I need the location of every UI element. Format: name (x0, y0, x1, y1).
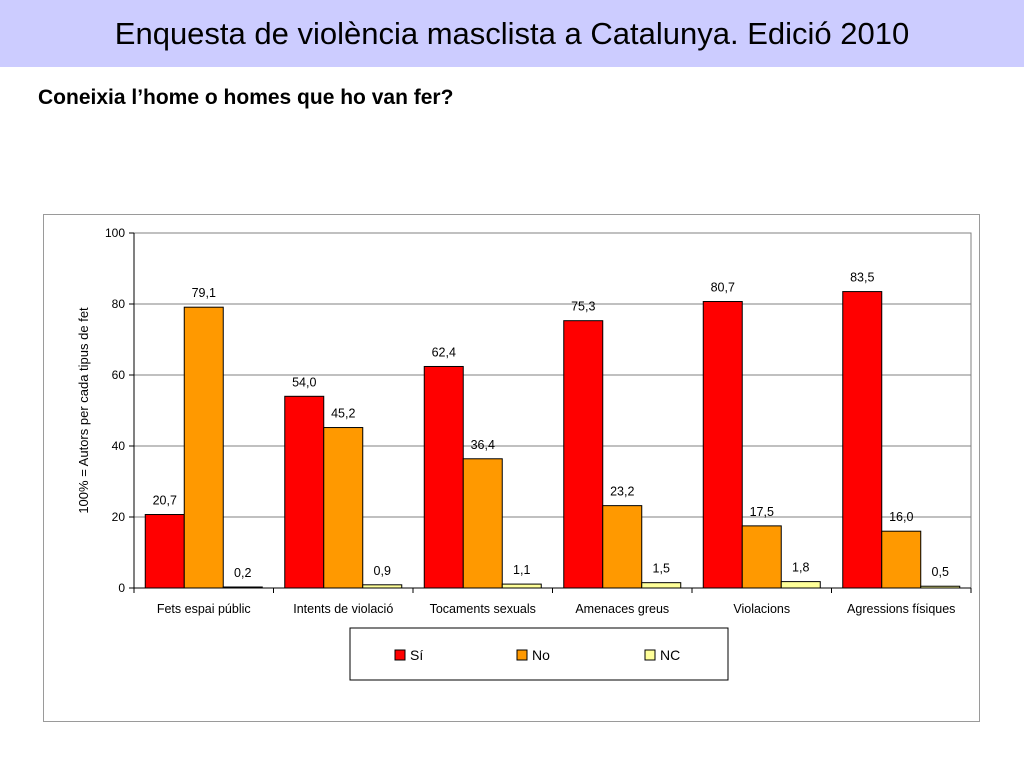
bar-nc (501, 583, 542, 589)
chart-question: Coneixia l’home o homes que ho van fer? (38, 86, 454, 109)
data-label: 1,1 (513, 563, 530, 577)
bar-sí (144, 514, 185, 589)
data-label: 0,5 (932, 565, 949, 579)
bar-nc (362, 584, 403, 589)
legend-swatch-nc (644, 649, 656, 661)
legend-label: No (532, 647, 550, 663)
x-tick-label: Violacions (733, 602, 790, 616)
bar-no (462, 458, 503, 589)
page-title: Enquesta de violència masclista a Catalu… (114, 15, 910, 51)
bar-no (602, 505, 643, 589)
bar-sí (702, 301, 743, 589)
data-label: 45,2 (331, 407, 355, 421)
bar-no (183, 306, 224, 589)
y-tick-label: 100 (105, 226, 125, 240)
data-label: 62,4 (432, 345, 456, 359)
y-tick-label: 20 (112, 510, 126, 524)
bar-sí (842, 291, 883, 589)
bar-nc (641, 582, 682, 589)
legend-label: Sí (410, 647, 423, 663)
data-label: 20,7 (153, 494, 177, 508)
bar-chart: 0 20 40 60 80 100 100% = Autors per cada tipus… (76, 226, 972, 681)
bar-no (881, 530, 922, 589)
x-tick-label: Agressions físiques (847, 602, 955, 616)
data-label: 1,8 (792, 561, 809, 575)
x-tick-label: Intents de violació (293, 602, 393, 616)
data-label: 79,1 (192, 286, 216, 300)
x-tick-label: Amenaces greus (575, 602, 669, 616)
y-tick-label: 80 (112, 297, 126, 311)
title-bar: Enquesta de violència masclista a Catalu… (0, 0, 1024, 67)
data-label: 0,9 (374, 564, 391, 578)
data-label: 83,5 (850, 271, 874, 285)
bar-nc (780, 581, 821, 589)
bar-no (323, 427, 364, 589)
data-label: 80,7 (711, 281, 735, 295)
x-tick-label: Fets espai públic (157, 602, 251, 616)
bar-sí (284, 395, 325, 589)
data-label: 1,5 (653, 562, 670, 576)
data-label: 54,0 (292, 375, 316, 389)
y-tick-label: 40 (112, 439, 126, 453)
data-label: 75,3 (571, 300, 595, 314)
y-axis-label: 100% = Autors per cada tipus de fet (76, 307, 91, 514)
y-tick-label: 0 (118, 581, 125, 595)
bar-no (741, 525, 782, 589)
legend-swatch-sí (394, 649, 406, 661)
data-label: 36,4 (471, 438, 495, 452)
bar-nc (920, 585, 961, 589)
legend-label: NC (660, 647, 680, 663)
bar-sí (423, 365, 464, 589)
data-label: 17,5 (750, 505, 774, 519)
y-tick-label: 60 (112, 368, 126, 382)
legend-swatch-no (516, 649, 528, 661)
legend-box (349, 627, 729, 681)
data-label: 16,0 (889, 510, 913, 524)
bar-nc (222, 586, 263, 589)
plot-area (133, 232, 972, 589)
data-label: 0,2 (234, 566, 251, 580)
x-tick-label: Tocaments sexuals (430, 602, 536, 616)
bar-sí (563, 320, 604, 589)
chart-frame: 0 20 40 60 80 100 100% = Autors per cada tipus… (43, 214, 980, 722)
data-label: 23,2 (610, 485, 634, 499)
